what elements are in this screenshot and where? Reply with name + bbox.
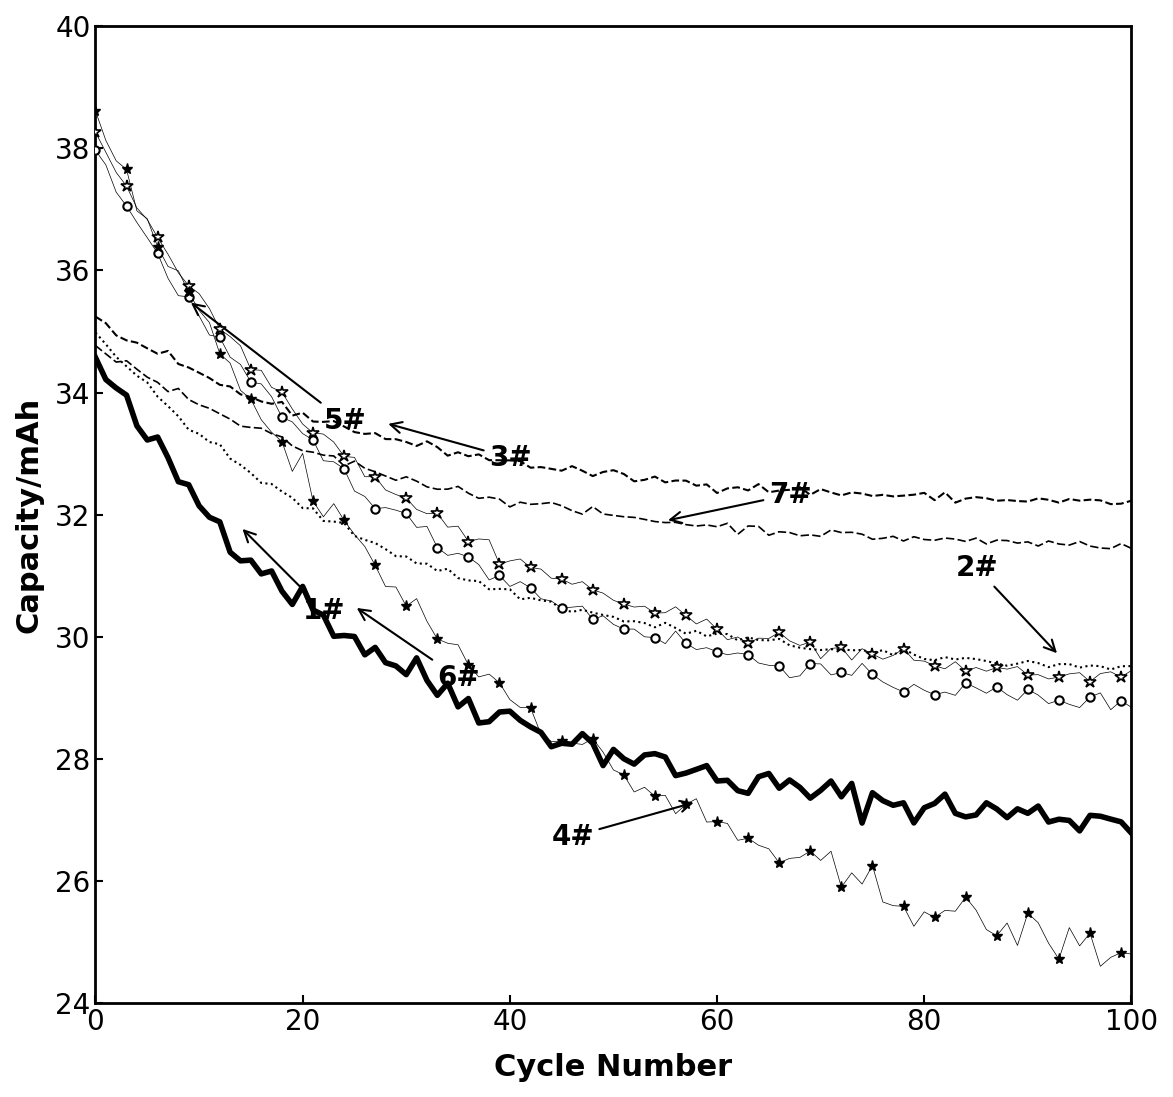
Text: 7#: 7# [670, 480, 812, 523]
Y-axis label: Capacity/mAh: Capacity/mAh [15, 397, 45, 633]
Text: 6#: 6# [359, 609, 480, 692]
Text: 5#: 5# [192, 304, 366, 436]
Text: 3#: 3# [391, 422, 531, 472]
Text: 1#: 1# [244, 531, 345, 624]
Text: 4#: 4# [551, 801, 691, 850]
X-axis label: Cycle Number: Cycle Number [494, 1053, 732, 1082]
Text: 2#: 2# [955, 554, 1056, 652]
